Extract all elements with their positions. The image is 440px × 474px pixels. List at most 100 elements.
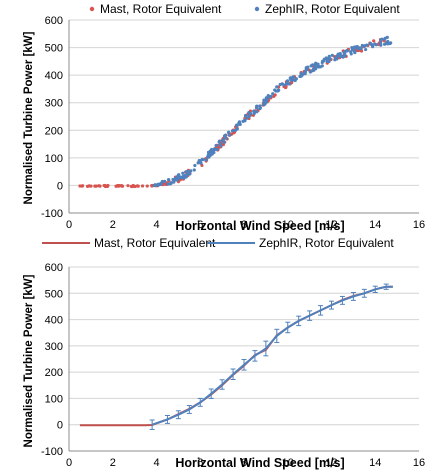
data-point bbox=[219, 144, 223, 148]
data-point bbox=[247, 110, 251, 115]
legend-item-zephir: ZephIR, Rotor Equivalent bbox=[254, 2, 400, 16]
data-point bbox=[78, 184, 82, 188]
x-tick-label: 4 bbox=[153, 457, 159, 469]
data-point bbox=[237, 122, 241, 126]
data-point bbox=[300, 73, 304, 77]
data-point bbox=[224, 136, 228, 140]
data-point bbox=[135, 184, 140, 188]
data-point bbox=[228, 133, 232, 137]
data-point bbox=[262, 103, 266, 107]
x-tick-label: 4 bbox=[153, 219, 159, 231]
data-point bbox=[94, 184, 98, 188]
data-point bbox=[192, 168, 196, 172]
data-point bbox=[309, 64, 313, 68]
series-lines bbox=[79, 283, 393, 430]
x-axis-title: Horizontal Wind Speed [m/s] bbox=[175, 219, 344, 233]
data-point bbox=[322, 59, 326, 63]
data-point bbox=[207, 152, 212, 157]
data-point bbox=[364, 47, 368, 52]
data-point bbox=[386, 39, 390, 44]
data-point bbox=[372, 39, 376, 43]
data-point bbox=[345, 49, 349, 53]
data-point bbox=[303, 72, 307, 76]
legend: Mast, Rotor Equivalent ZephIR, Rotor Equi… bbox=[89, 2, 400, 16]
data-point bbox=[177, 173, 181, 177]
series-points bbox=[78, 35, 393, 189]
x-tick-label: 8 bbox=[241, 219, 247, 231]
data-point bbox=[355, 45, 359, 49]
data-point bbox=[159, 181, 163, 185]
data-point bbox=[255, 104, 259, 108]
data-point bbox=[311, 67, 316, 71]
data-point bbox=[145, 184, 149, 188]
x-tick-label: 14 bbox=[369, 457, 381, 469]
data-point bbox=[117, 184, 121, 188]
legend-item-zephir: ZephIR, Rotor Equivalent bbox=[207, 237, 394, 250]
data-point bbox=[226, 130, 231, 134]
x-tick-label: 0 bbox=[66, 457, 72, 469]
y-tick-labels: -100 0 100 200 300 400 500 600 bbox=[41, 15, 63, 220]
data-point bbox=[327, 54, 331, 58]
legend: Mast, Rotor Equivalent ZephIR, Rotor Equi… bbox=[42, 237, 394, 250]
data-point bbox=[189, 169, 193, 173]
data-point bbox=[382, 42, 387, 46]
x-tick-labels: 0 2 4 6 8 10 12 14 16 bbox=[66, 457, 425, 469]
y-tick-label: 500 bbox=[45, 288, 63, 300]
data-point bbox=[247, 114, 251, 118]
x-tick-label: 10 bbox=[282, 457, 294, 469]
data-point bbox=[174, 176, 178, 180]
data-point bbox=[155, 183, 159, 187]
grid bbox=[68, 266, 419, 452]
y-tick-label: 200 bbox=[45, 125, 63, 137]
data-point bbox=[199, 161, 203, 165]
data-point bbox=[343, 52, 347, 56]
data-point bbox=[212, 147, 217, 151]
data-point bbox=[314, 62, 318, 66]
legend-label: ZephIR, Rotor Equivalent bbox=[259, 237, 394, 250]
data-point bbox=[368, 41, 373, 46]
data-point bbox=[275, 85, 279, 89]
x-tick-label: 12 bbox=[325, 219, 337, 231]
data-point bbox=[271, 92, 275, 96]
data-point bbox=[97, 184, 101, 188]
data-point bbox=[235, 123, 239, 127]
data-point bbox=[272, 94, 276, 99]
legend-marker bbox=[89, 6, 95, 12]
x-tick-label: 14 bbox=[369, 219, 381, 231]
legend-item-mast: Mast, Rotor Equivalent bbox=[89, 2, 222, 16]
data-point bbox=[276, 89, 280, 93]
data-point bbox=[119, 184, 123, 188]
data-point bbox=[214, 143, 218, 148]
data-point bbox=[388, 41, 392, 46]
series-mast bbox=[78, 38, 386, 189]
y-tick-label: 500 bbox=[45, 43, 63, 55]
data-point bbox=[171, 177, 175, 182]
data-point bbox=[80, 184, 85, 188]
y-tick-label: 400 bbox=[45, 70, 63, 82]
data-point bbox=[385, 35, 389, 39]
y-axis-title: Normalised Turbine Power [kW] bbox=[23, 274, 35, 447]
data-point bbox=[264, 100, 269, 104]
data-point bbox=[252, 111, 256, 116]
y-tick-label: 0 bbox=[57, 420, 63, 432]
data-point bbox=[193, 163, 197, 168]
x-tick-label: 2 bbox=[110, 457, 116, 469]
y-tick-label: 400 bbox=[45, 315, 63, 327]
y-tick-labels: -100 0 100 200 300 400 500 600 bbox=[41, 262, 63, 458]
data-point bbox=[252, 109, 256, 113]
data-point bbox=[371, 43, 375, 47]
series-zephir bbox=[152, 35, 393, 188]
legend-label: ZephIR, Rotor Equivalent bbox=[265, 2, 400, 16]
data-point bbox=[241, 119, 245, 123]
data-point bbox=[255, 110, 259, 114]
data-point bbox=[245, 116, 249, 120]
x-tick-label: 10 bbox=[282, 219, 294, 231]
data-point bbox=[140, 184, 145, 188]
data-point bbox=[380, 37, 384, 41]
y-tick-label: 300 bbox=[45, 341, 63, 353]
data-point bbox=[162, 182, 166, 186]
x-tick-label: 6 bbox=[197, 457, 203, 469]
series-mast bbox=[79, 285, 393, 427]
x-tick-label: 2 bbox=[110, 219, 116, 231]
